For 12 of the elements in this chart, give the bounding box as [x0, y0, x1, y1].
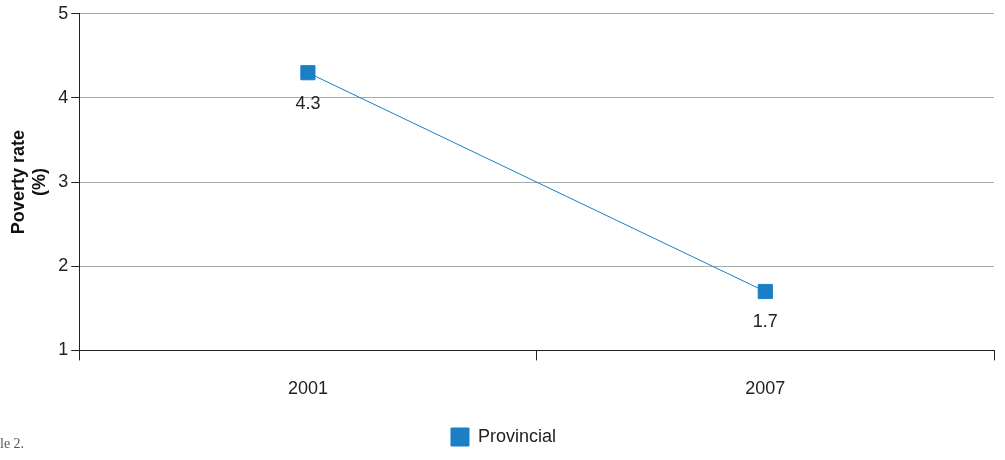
data-label: 4.3: [295, 92, 321, 113]
y-tick-label: 3: [58, 171, 69, 192]
y-axis-title: Poverty rate (%): [7, 130, 50, 235]
y-tick-label: 2: [58, 255, 69, 276]
y-tick-label: 4: [58, 86, 69, 107]
text: le 2.: [0, 436, 25, 452]
y-tick-label: 5: [58, 2, 69, 23]
x-tick-label: 2001: [287, 378, 328, 399]
y-tick-label: 1: [58, 339, 69, 360]
legend-label: Provincial: [477, 425, 557, 446]
x-tick-label: 2007: [745, 378, 786, 399]
data-label: 1.7: [752, 311, 778, 332]
